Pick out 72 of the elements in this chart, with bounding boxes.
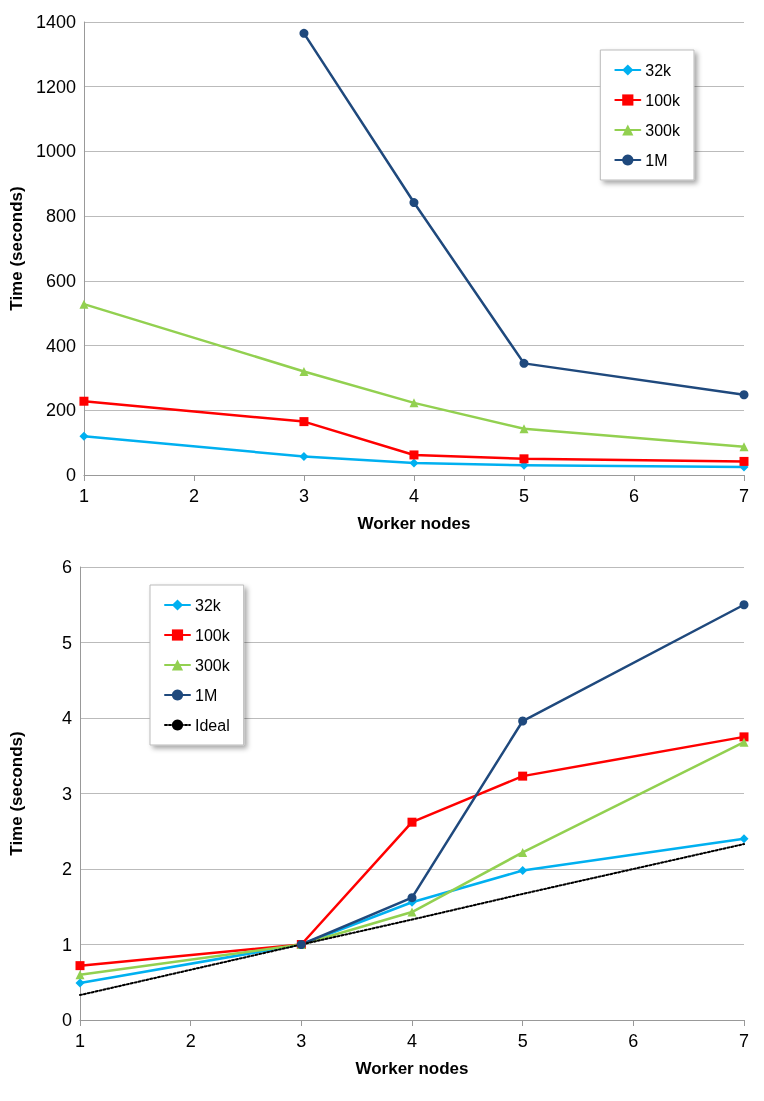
y-tick-label: 800 [45, 206, 76, 227]
y-axis-title: Time (seconds) [7, 731, 26, 856]
y-tick-label: 0 [61, 1010, 72, 1030]
point [75, 961, 85, 971]
point [409, 398, 419, 408]
point [79, 299, 89, 309]
y-tick-label: 3 [61, 783, 72, 804]
x-tick-label: 6 [628, 486, 639, 506]
point [519, 358, 529, 368]
y-axis-title: Time (seconds) [7, 186, 26, 311]
point [739, 732, 749, 742]
point [739, 834, 749, 844]
point [75, 978, 85, 988]
legend-label: Ideal [195, 716, 230, 734]
point [409, 458, 419, 468]
point [519, 454, 529, 464]
point [79, 396, 89, 406]
legend-label: 300k [195, 656, 231, 674]
y-tick-label: 2 [61, 859, 72, 879]
point [739, 390, 749, 400]
y-tick-label: 1400 [35, 12, 76, 32]
point [518, 716, 528, 726]
point [739, 600, 749, 610]
legend-label: 1M [645, 151, 668, 169]
y-tick-label: 0 [65, 465, 76, 485]
point [79, 431, 89, 441]
x-axis-title: Worker nodes [355, 1059, 469, 1078]
point [299, 366, 309, 376]
point [739, 737, 749, 747]
x-tick-label: 3 [296, 1031, 307, 1051]
point [299, 452, 309, 462]
x-tick-label: 4 [408, 486, 419, 506]
x-tick-label: 2 [185, 1031, 196, 1051]
y-tick-label: 1 [61, 934, 72, 955]
legend-label: 32k [645, 61, 673, 79]
point [409, 450, 419, 460]
point [407, 907, 417, 917]
point [739, 442, 749, 452]
y-tick-label: 4 [61, 708, 72, 728]
x-tick-label: 7 [738, 486, 750, 506]
legend-label: 1M [195, 686, 218, 704]
y-tick-label: 1000 [35, 141, 76, 162]
y-tick-label: 600 [45, 270, 76, 291]
x-tick-label: 3 [298, 486, 309, 506]
point [518, 847, 528, 857]
x-tick-label: 6 [628, 1031, 639, 1051]
point [407, 893, 417, 903]
x-tick-label: 5 [517, 1031, 528, 1051]
point [407, 817, 417, 827]
x-tick-label: 4 [406, 1031, 418, 1051]
x-tick-label: 2 [188, 486, 199, 506]
y-tick-label: 400 [45, 335, 76, 356]
y-tick-label: 6 [61, 557, 72, 577]
y-tick-label: 1200 [35, 76, 76, 97]
legend-label: 100k [645, 91, 681, 109]
x-axis-title: Worker nodes [357, 514, 471, 533]
point [518, 771, 528, 781]
point [75, 970, 85, 980]
legend-label: 32k [195, 596, 222, 614]
legend-label: 300k [645, 121, 681, 139]
point [299, 28, 309, 38]
x-tick-label: 7 [738, 1031, 750, 1051]
y-tick-label: 200 [45, 400, 76, 421]
x-tick-label: 5 [518, 486, 529, 506]
legend-label: 100k [195, 626, 231, 644]
point [519, 424, 529, 434]
point [739, 456, 749, 466]
point [299, 417, 309, 427]
point [409, 198, 419, 208]
y-tick-label: 5 [61, 632, 72, 653]
x-tick-label: 1 [78, 486, 89, 506]
point [518, 866, 528, 876]
